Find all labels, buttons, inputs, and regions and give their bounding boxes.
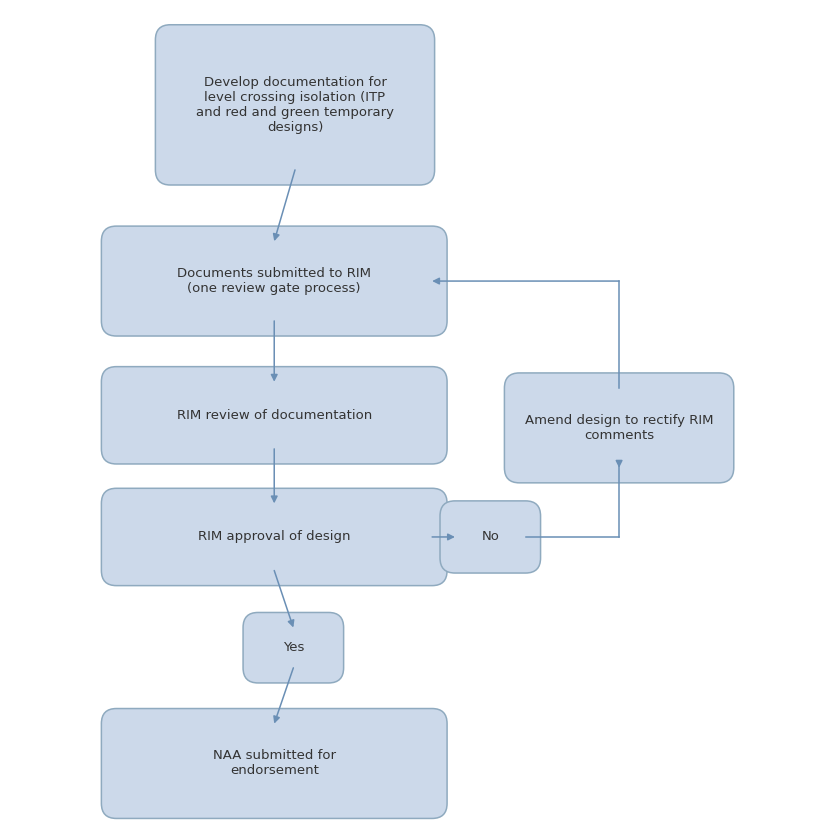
FancyBboxPatch shape xyxy=(101,227,447,336)
Text: Yes: Yes xyxy=(283,641,304,654)
FancyBboxPatch shape xyxy=(243,612,344,683)
FancyBboxPatch shape xyxy=(155,25,435,185)
FancyBboxPatch shape xyxy=(101,367,447,464)
Text: Documents submitted to RIM
(one review gate process): Documents submitted to RIM (one review g… xyxy=(177,267,371,295)
Text: No: No xyxy=(481,530,499,544)
Text: Develop documentation for
level crossing isolation (ITP
and red and green tempor: Develop documentation for level crossing… xyxy=(196,76,394,134)
FancyBboxPatch shape xyxy=(504,373,734,483)
FancyBboxPatch shape xyxy=(101,708,447,819)
FancyBboxPatch shape xyxy=(101,488,447,586)
Text: RIM approval of design: RIM approval of design xyxy=(198,530,351,544)
Text: RIM review of documentation: RIM review of documentation xyxy=(177,409,371,422)
FancyBboxPatch shape xyxy=(440,501,540,573)
Text: Amend design to rectify RIM
comments: Amend design to rectify RIM comments xyxy=(525,414,713,442)
Text: NAA submitted for
endorsement: NAA submitted for endorsement xyxy=(213,749,336,778)
